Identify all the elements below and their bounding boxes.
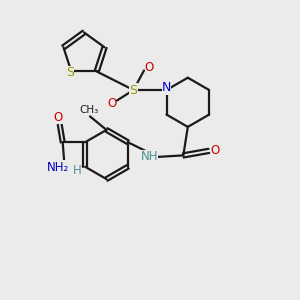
Text: CH₃: CH₃ xyxy=(80,105,99,115)
Text: NH₂: NH₂ xyxy=(46,160,69,174)
Text: N: N xyxy=(162,81,171,94)
Text: S: S xyxy=(66,67,74,80)
Text: O: O xyxy=(107,97,116,110)
Text: NH: NH xyxy=(141,150,158,163)
Text: O: O xyxy=(145,61,154,74)
Text: O: O xyxy=(211,144,220,158)
Text: H: H xyxy=(72,164,81,177)
Text: N: N xyxy=(162,82,171,95)
Text: S: S xyxy=(130,83,137,97)
Text: O: O xyxy=(54,111,63,124)
